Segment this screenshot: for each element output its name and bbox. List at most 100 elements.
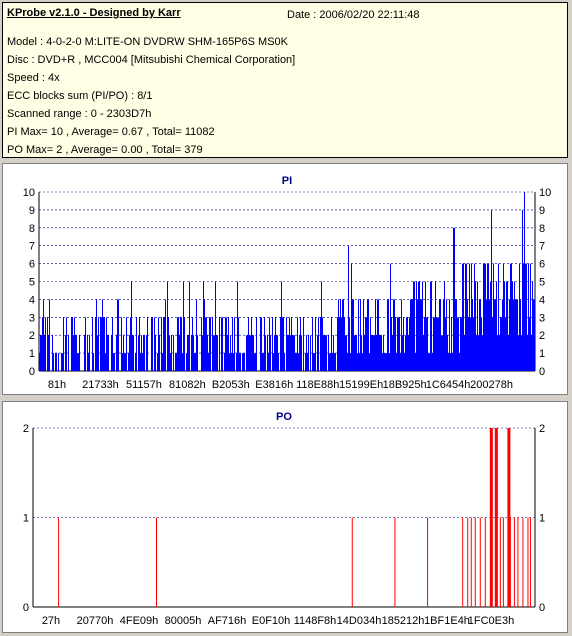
y-tick-label-right: 7: [539, 241, 545, 253]
pi-bar: [191, 335, 192, 371]
pi-bar: [373, 335, 374, 371]
pi-bar: [73, 335, 74, 371]
pi-bar: [216, 335, 217, 371]
pi-bar: [406, 317, 407, 371]
pi-bar: [485, 263, 486, 371]
pi-bar: [224, 353, 225, 371]
pi-bar: [411, 299, 412, 371]
pi-bar: [480, 299, 481, 371]
pi-bar: [426, 317, 427, 371]
pi-bar: [355, 335, 356, 371]
pi-bar: [492, 317, 493, 371]
pi-bar: [268, 353, 269, 371]
pi-bar: [398, 317, 399, 371]
pi-bar: [428, 353, 429, 371]
pi-bar: [386, 353, 387, 371]
pi-bar: [478, 335, 479, 371]
pi-bar: [455, 299, 456, 371]
pi-bar: [394, 299, 395, 371]
pi-bar: [499, 335, 500, 371]
pi-bar: [95, 317, 96, 371]
pi-bar: [528, 263, 529, 371]
pi-bar: [335, 353, 336, 371]
pi-bar: [213, 335, 214, 371]
pi-bar: [263, 353, 264, 371]
pi-bar: [205, 317, 206, 371]
pi-bar: [454, 227, 455, 371]
pi-bar: [303, 317, 304, 371]
pi-bar: [372, 335, 373, 371]
pi-bar: [55, 353, 56, 371]
pi-bar: [446, 299, 447, 371]
pi-bar: [187, 335, 188, 371]
pi-bar: [501, 317, 502, 371]
pi-bar: [44, 335, 45, 371]
pi-bar: [155, 335, 156, 371]
pi-bar: [171, 335, 172, 371]
pi-bar: [96, 299, 97, 371]
pi-bar: [376, 335, 377, 371]
pi-bar: [102, 299, 103, 371]
y-tick-label-right: 0: [539, 366, 545, 378]
pi-bar: [466, 263, 467, 371]
pi-bar: [529, 317, 530, 371]
pi-bar: [158, 317, 159, 371]
pi-bar: [41, 335, 42, 371]
po-bar: [509, 517, 511, 607]
y-tick-label-right: 1: [539, 513, 545, 525]
pi-bar: [253, 335, 254, 371]
pi-bar: [92, 317, 93, 371]
pi-bar: [62, 353, 63, 371]
pi-bar: [415, 353, 416, 371]
pi-bar: [250, 335, 251, 371]
pi-bar: [513, 299, 514, 371]
pi-bar: [404, 353, 405, 371]
pi-bar: [251, 317, 252, 371]
pi-bar: [370, 317, 371, 371]
x-tick-label: 18B925h: [383, 379, 427, 391]
pi-bar: [299, 335, 300, 371]
pi-bar: [531, 335, 532, 371]
pi-bar: [456, 299, 457, 371]
pi-bar: [432, 353, 433, 371]
pi-bar: [452, 353, 453, 371]
pi-bar: [459, 353, 460, 371]
x-tick-label: 1C6454h: [426, 379, 471, 391]
y-tick-label-left: 4: [29, 294, 35, 306]
pi-bar: [105, 353, 106, 371]
pi-bar: [493, 263, 494, 371]
pi-bar: [533, 299, 534, 371]
po-series: [58, 428, 531, 607]
pi-bar: [487, 263, 488, 371]
pi-bar: [521, 335, 522, 371]
pi-bar: [395, 317, 396, 371]
pi-bar: [502, 299, 503, 371]
pi-bar: [497, 335, 498, 371]
pi-bar: [136, 317, 137, 371]
pi-bar: [141, 335, 142, 371]
x-tick-label: 1BF1E4h: [424, 615, 470, 627]
pi-bar: [247, 335, 248, 371]
pi-bar: [104, 317, 105, 371]
po-chart: PO 0 0 1 1 2 2 27h 20770h 4FE09h 80005h AF716h E0F10…: [23, 411, 545, 627]
pi-bar: [292, 335, 293, 371]
pi-bar: [229, 353, 230, 371]
pi-bar: [433, 317, 434, 371]
pi-bar: [256, 317, 257, 371]
pi-bar: [121, 317, 122, 371]
pi-bar: [255, 353, 256, 371]
pi-bar: [397, 317, 398, 371]
y-tick-label-left: 8: [29, 223, 35, 235]
pi-bar: [126, 317, 127, 371]
pi-bar: [522, 209, 523, 371]
pi-bar: [500, 317, 501, 371]
y-tick-label-right: 2: [539, 330, 545, 342]
pi-bar: [474, 263, 475, 371]
pi-bar: [514, 281, 515, 371]
pi-bar: [144, 335, 145, 371]
pi-bar: [423, 335, 424, 371]
x-tick-label: 81082h: [169, 379, 206, 391]
pi-series: [39, 192, 535, 371]
y-tick-label-left: 3: [29, 312, 35, 324]
pi-bar: [312, 317, 313, 371]
